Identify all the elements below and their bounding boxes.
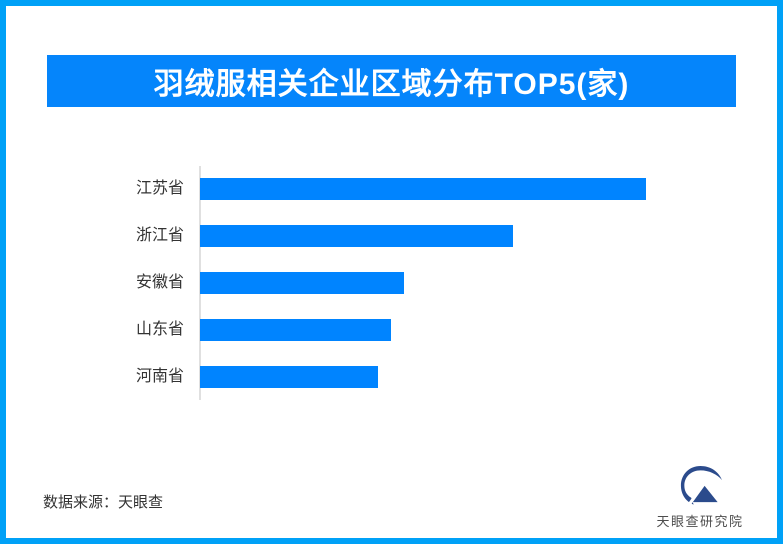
bar bbox=[200, 178, 646, 200]
category-label: 河南省 bbox=[135, 368, 184, 385]
bar-row: 河南省 bbox=[0, 366, 783, 388]
category-label: 江苏省 bbox=[135, 180, 184, 197]
chart-title-banner: 羽绒服相关企业区域分布TOP5(家) bbox=[47, 55, 736, 107]
tianyancha-eye-logo-icon bbox=[680, 465, 722, 507]
bar bbox=[200, 272, 404, 294]
category-label: 安徽省 bbox=[135, 274, 184, 291]
logo-text: 天眼查研究院 bbox=[656, 514, 744, 529]
bar bbox=[200, 225, 513, 247]
tianyancha-institute-logo: 天眼查研究院 bbox=[650, 463, 750, 530]
category-label: 山东省 bbox=[135, 321, 184, 338]
bar bbox=[200, 366, 378, 388]
bar bbox=[200, 319, 391, 341]
bar-row: 浙江省 bbox=[0, 225, 783, 247]
category-label: 浙江省 bbox=[135, 227, 184, 244]
chart-title: 羽绒服相关企业区域分布TOP5(家) bbox=[153, 68, 630, 101]
bar-row: 安徽省 bbox=[0, 272, 783, 294]
bar-row: 山东省 bbox=[0, 319, 783, 341]
data-source-label: 数据来源：天眼查 bbox=[43, 494, 164, 511]
bar-chart: 江苏省浙江省安徽省山东省河南省 bbox=[0, 178, 783, 413]
bar-row: 江苏省 bbox=[0, 178, 783, 200]
